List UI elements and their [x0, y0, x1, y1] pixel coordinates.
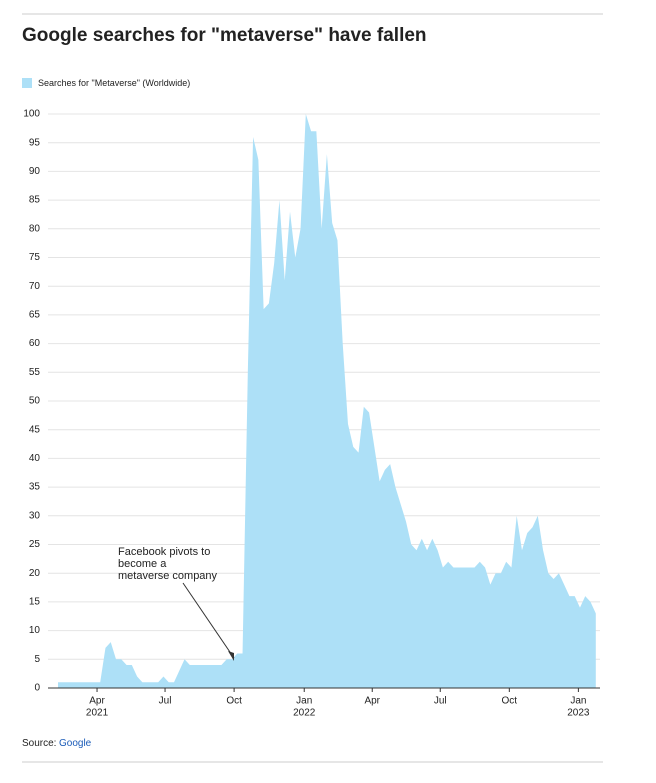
- y-tick-label: 50: [29, 396, 41, 407]
- y-tick-label: 70: [29, 281, 41, 292]
- source-label: Source:: [22, 738, 56, 749]
- y-tick-label: 10: [29, 625, 41, 636]
- y-tick-label: 60: [29, 338, 41, 349]
- annotation-line: metaverse company: [118, 570, 218, 582]
- y-tick-label: 95: [29, 137, 41, 148]
- x-tick-year: 2022: [293, 708, 316, 719]
- y-tick-label: 55: [29, 367, 41, 378]
- legend-swatch: [22, 78, 32, 88]
- y-tick-label: 75: [29, 252, 41, 263]
- y-tick-label: 25: [29, 539, 41, 550]
- y-tick-label: 90: [29, 166, 41, 177]
- x-tick-label: Jan: [570, 696, 586, 707]
- annotation-line: Facebook pivots to: [118, 546, 210, 558]
- area: [58, 114, 596, 688]
- x-tick-year: 2021: [86, 708, 109, 719]
- x-tick-label: Oct: [502, 696, 518, 707]
- y-tick-label: 5: [34, 654, 40, 665]
- y-tick-label: 15: [29, 597, 41, 608]
- y-tick-label: 45: [29, 424, 41, 435]
- y-tick-label: 35: [29, 482, 41, 493]
- y-tick-label: 0: [34, 683, 40, 694]
- y-tick-label: 80: [29, 223, 41, 234]
- y-tick-label: 65: [29, 310, 41, 321]
- y-tick-label: 85: [29, 195, 41, 206]
- x-tick-label: Apr: [89, 696, 105, 707]
- y-tick-label: 100: [23, 109, 40, 120]
- arrow-head: [228, 651, 234, 661]
- x-tick-label: Apr: [364, 696, 380, 707]
- x-tick-label: Jul: [159, 696, 172, 707]
- x-tick-year: 2023: [567, 708, 590, 719]
- x-tick-label: Oct: [226, 696, 242, 707]
- x-tick-label: Jul: [434, 696, 447, 707]
- y-tick-label: 20: [29, 568, 41, 579]
- chart-title: Google searches for "metaverse" have fal…: [22, 25, 427, 46]
- legend-label: Searches for "Metaverse" (Worldwide): [38, 78, 190, 88]
- plot: 0 5 10 15 20 25 30 35 40 45 50 55 60 65 70 75 80 85 90 95 10…: [23, 109, 600, 719]
- annotation-arrow: [182, 582, 235, 659]
- source-link[interactable]: Google: [59, 738, 92, 749]
- y-tick-label: 30: [29, 510, 41, 521]
- y-tick-label: 40: [29, 453, 41, 464]
- annotation-line: become a: [118, 558, 167, 570]
- x-tick-label: Jan: [296, 696, 312, 707]
